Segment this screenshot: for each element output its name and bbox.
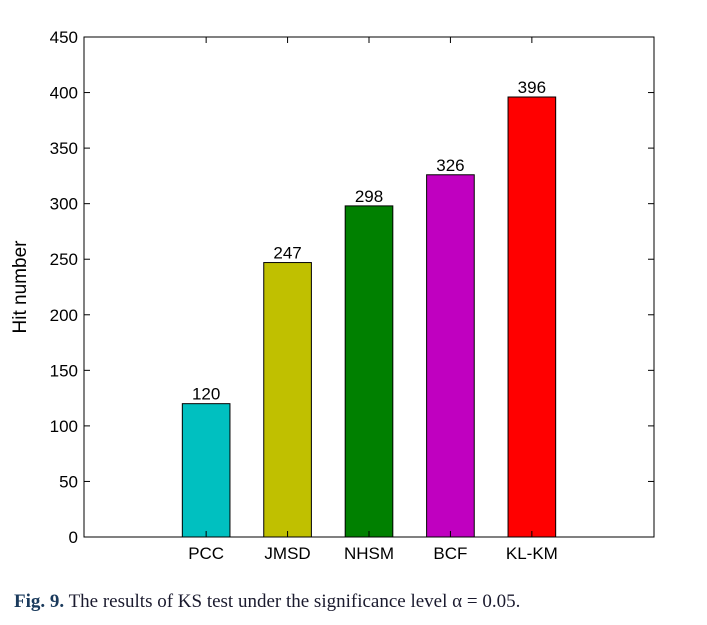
y-tick-label: 250 — [50, 250, 78, 269]
y-tick-label: 200 — [50, 306, 78, 325]
x-tick-label: BCF — [433, 544, 467, 563]
bar-value-label: 298 — [355, 187, 383, 206]
figure-caption: Fig. 9. The results of KS test under the… — [14, 591, 704, 613]
bars-group — [181, 96, 557, 538]
y-axis-title: Hit number — [10, 240, 31, 334]
x-axis-ticks: PCC JMSD NHSM BCF KL-KM — [188, 37, 558, 563]
bar-value-labels: 120 247 298 326 396 — [192, 78, 546, 404]
y-tick-label: 50 — [59, 472, 78, 491]
y-tick-label: 150 — [50, 361, 78, 380]
bar-kl-km — [507, 96, 557, 538]
bar-bcf — [426, 174, 475, 538]
y-tick-label: 350 — [50, 139, 78, 158]
bar-pcc — [181, 403, 231, 538]
y-tick-label: 450 — [50, 28, 78, 47]
bar-chart: 0 50 100 150 200 250 300 350 400 450 120 247 298 326… — [10, 28, 655, 563]
bar-jmsd — [263, 262, 312, 538]
y-tick-label: 300 — [50, 195, 78, 214]
bar-value-label: 247 — [273, 244, 301, 263]
x-tick-label: JMSD — [264, 544, 310, 563]
y-tick-label: 0 — [69, 528, 78, 547]
x-tick-label: NHSM — [344, 544, 394, 563]
plot-frame — [83, 36, 655, 538]
figure-label: Fig. 9. — [14, 591, 65, 612]
y-tick-label: 100 — [50, 417, 78, 436]
bar-value-label: 120 — [192, 385, 220, 404]
x-tick-label: PCC — [188, 544, 224, 563]
y-axis-ticks: 0 50 100 150 200 250 300 350 400 450 — [50, 28, 654, 547]
x-tick-label: KL-KM — [506, 544, 558, 563]
bar-nhsm — [344, 205, 394, 538]
bar-value-label: 396 — [518, 78, 546, 97]
caption-text: The results of KS test under the signifi… — [68, 591, 521, 612]
y-tick-label: 400 — [50, 84, 78, 103]
bar-value-label: 326 — [436, 156, 464, 175]
